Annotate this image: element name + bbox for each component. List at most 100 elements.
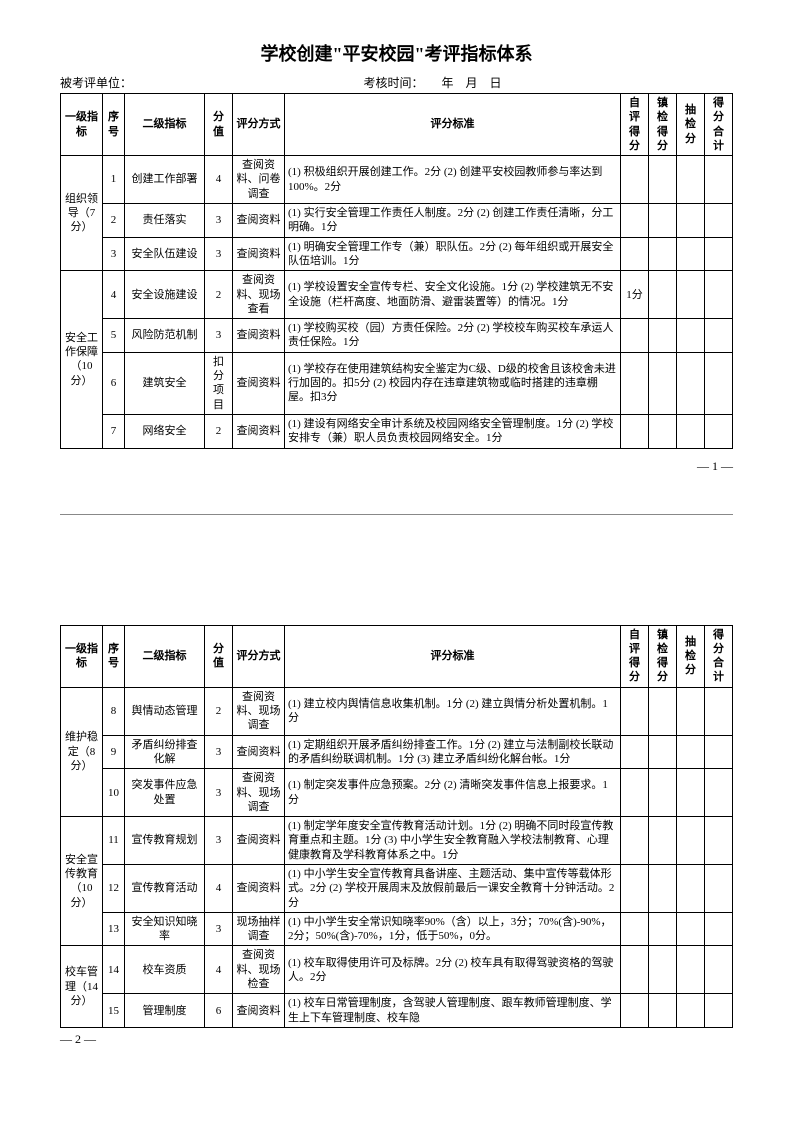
cell-seq: 12 <box>103 864 125 912</box>
cell-std: (1) 校车取得使用许可及标牌。2分 (2) 校车具有取得驾驶资格的驾驶人。2分 <box>285 946 621 994</box>
cell-seq: 4 <box>103 271 125 319</box>
meta-row: 被考评单位： 考核时间： 年 月 日 <box>60 74 733 91</box>
th-method: 评分方式 <box>233 94 285 156</box>
cell-std: (1) 学校存在使用建筑结构安全鉴定为C级、D级的校舍且该校舍未进行加固的。扣5… <box>285 352 621 414</box>
cell-total <box>705 414 733 448</box>
cell-town <box>649 156 677 204</box>
cell-seq: 8 <box>103 687 125 735</box>
cell-std: (1) 明确安全管理工作专（兼）职队伍。2分 (2) 每年组织或开展安全队伍培训… <box>285 237 621 271</box>
th-town: 镇检得分 <box>649 94 677 156</box>
th-std: 评分标准 <box>285 625 621 687</box>
cell-val: 3 <box>205 735 233 769</box>
cell-std: (1) 学校设置安全宣传专栏、安全文化设施。1分 (2) 学校建筑无不安全设施（… <box>285 271 621 319</box>
table-row: 3安全队伍建设3查阅资料(1) 明确安全管理工作专（兼）职队伍。2分 (2) 每… <box>61 237 733 271</box>
cell-seq: 14 <box>103 946 125 994</box>
cell-l2: 责任落实 <box>125 204 205 238</box>
cell-method: 查阅资料 <box>233 319 285 353</box>
cell-method: 现场抽样调查 <box>233 912 285 946</box>
th-val: 分值 <box>205 625 233 687</box>
th-town: 镇检得分 <box>649 625 677 687</box>
cell-seq: 3 <box>103 237 125 271</box>
cell-l1: 安全工作保障（10分） <box>61 271 103 448</box>
cell-self <box>621 687 649 735</box>
cell-l2: 安全设施建设 <box>125 271 205 319</box>
cell-std: (1) 制定突发事件应急预案。2分 (2) 清晰突发事件信息上报要求。1分 <box>285 769 621 817</box>
cell-town <box>649 817 677 865</box>
cell-val: 4 <box>205 864 233 912</box>
table-row: 6建筑安全扣分项目查阅资料(1) 学校存在使用建筑结构安全鉴定为C级、D级的校舍… <box>61 352 733 414</box>
cell-spot <box>677 769 705 817</box>
cell-self: 1分 <box>621 271 649 319</box>
cell-total <box>705 735 733 769</box>
table-row: 7网络安全2查阅资料(1) 建设有网络安全审计系统及校园网络安全管理制度。1分 … <box>61 414 733 448</box>
cell-method: 查阅资料 <box>233 864 285 912</box>
cell-town <box>649 414 677 448</box>
cell-total <box>705 319 733 353</box>
cell-self <box>621 817 649 865</box>
cell-town <box>649 204 677 238</box>
table-row: 13安全知识知晓率3现场抽样调查(1) 中小学生安全常识知晓率90%（含）以上，… <box>61 912 733 946</box>
cell-spot <box>677 946 705 994</box>
cell-spot <box>677 237 705 271</box>
cell-spot <box>677 204 705 238</box>
cell-l2: 创建工作部署 <box>125 156 205 204</box>
cell-self <box>621 204 649 238</box>
cell-l2: 管理制度 <box>125 994 205 1028</box>
cell-l2: 矛盾纠纷排查化解 <box>125 735 205 769</box>
cell-total <box>705 687 733 735</box>
cell-method: 查阅资料 <box>233 817 285 865</box>
cell-self <box>621 414 649 448</box>
cell-std: (1) 学校购买校（园）方责任保险。2分 (2) 学校校车购买校车承运人责任保险… <box>285 319 621 353</box>
cell-self <box>621 319 649 353</box>
cell-l1: 组织领导（7分） <box>61 156 103 271</box>
cell-seq: 10 <box>103 769 125 817</box>
cell-spot <box>677 271 705 319</box>
th-self: 自评得分 <box>621 94 649 156</box>
table-row: 校车管理（14分）14校车资质4查阅资料、现场检查(1) 校车取得使用许可及标牌… <box>61 946 733 994</box>
cell-total <box>705 946 733 994</box>
th-l1: 一级指标 <box>61 94 103 156</box>
cell-total <box>705 204 733 238</box>
table-row: 安全工作保障（10分）4安全设施建设2查阅资料、现场查看(1) 学校设置安全宣传… <box>61 271 733 319</box>
cell-total <box>705 864 733 912</box>
cell-val: 3 <box>205 769 233 817</box>
cell-spot <box>677 319 705 353</box>
cell-l2: 突发事件应急处置 <box>125 769 205 817</box>
table-row: 9矛盾纠纷排查化解3查阅资料(1) 定期组织开展矛盾纠纷排查工作。1分 (2) … <box>61 735 733 769</box>
cell-seq: 7 <box>103 414 125 448</box>
cell-val: 4 <box>205 946 233 994</box>
cell-val: 3 <box>205 204 233 238</box>
cell-l1: 校车管理（14分） <box>61 946 103 1027</box>
cell-method: 查阅资料 <box>233 204 285 238</box>
th-std: 评分标准 <box>285 94 621 156</box>
cell-val: 扣分项目 <box>205 352 233 414</box>
cell-method: 查阅资料、现场调查 <box>233 769 285 817</box>
cell-spot <box>677 994 705 1028</box>
cell-l2: 安全队伍建设 <box>125 237 205 271</box>
cell-method: 查阅资料 <box>233 994 285 1028</box>
cell-l2: 校车资质 <box>125 946 205 994</box>
th-l2: 二级指标 <box>125 94 205 156</box>
cell-l1: 维护稳定（8分） <box>61 687 103 816</box>
page-num-1: — 1 — <box>60 459 733 474</box>
cell-std: (1) 中小学生安全常识知晓率90%（含）以上，3分；70%(含)-90%，2分… <box>285 912 621 946</box>
cell-val: 4 <box>205 156 233 204</box>
cell-town <box>649 946 677 994</box>
cell-std: (1) 建设有网络安全审计系统及校园网络安全管理制度。1分 (2) 学校安排专（… <box>285 414 621 448</box>
cell-seq: 5 <box>103 319 125 353</box>
eval-table-2: 一级指标 序号 二级指标 分值 评分方式 评分标准 自评得分 镇检得分 抽检分 … <box>60 625 733 1028</box>
cell-self <box>621 735 649 769</box>
cell-seq: 2 <box>103 204 125 238</box>
th-method: 评分方式 <box>233 625 285 687</box>
th-self: 自评得分 <box>621 625 649 687</box>
cell-std: (1) 定期组织开展矛盾纠纷排查工作。1分 (2) 建立与法制副校长联动的矛盾纠… <box>285 735 621 769</box>
date-label: 考核时间： 年 月 日 <box>364 74 502 91</box>
cell-self <box>621 237 649 271</box>
cell-spot <box>677 687 705 735</box>
cell-std: (1) 积极组织开展创建工作。2分 (2) 创建平安校园教师参与率达到100%。… <box>285 156 621 204</box>
th-seq: 序号 <box>103 94 125 156</box>
cell-seq: 9 <box>103 735 125 769</box>
th-l2: 二级指标 <box>125 625 205 687</box>
cell-spot <box>677 912 705 946</box>
th-spot: 抽检分 <box>677 625 705 687</box>
